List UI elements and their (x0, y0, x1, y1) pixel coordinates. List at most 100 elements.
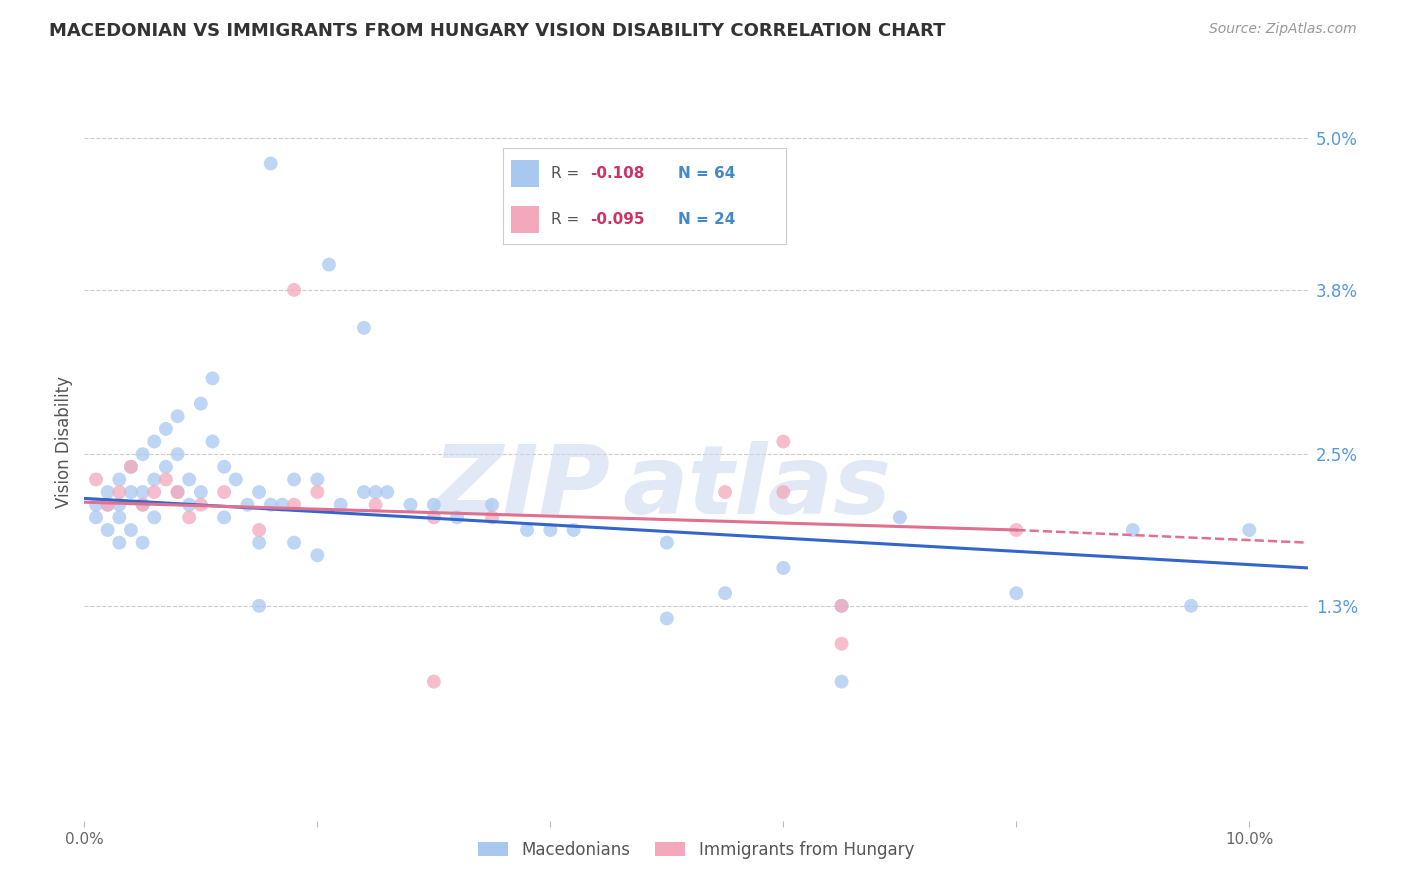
Point (772, 485, 794, 500)
Point (120, 523, 142, 537)
Point (97, 523, 120, 537)
Point (423, 510, 446, 524)
Point (190, 485, 212, 500)
Point (84, 510, 107, 524)
Point (283, 535, 305, 549)
Point (143, 510, 166, 524)
Point (84, 473, 107, 487)
Point (97, 498, 120, 512)
Y-axis label: Vision Disability: Vision Disability (55, 376, 73, 508)
Point (155, 473, 177, 487)
Point (271, 498, 294, 512)
Point (108, 498, 131, 512)
Point (120, 459, 142, 474)
Point (190, 396, 212, 410)
Point (481, 498, 503, 512)
Point (375, 485, 398, 500)
Point (655, 535, 678, 549)
Point (179, 510, 201, 524)
Text: -0.095: -0.095 (591, 212, 645, 227)
Point (307, 485, 329, 500)
Text: MACEDONIAN VS IMMIGRANTS FROM HUNGARY VISION DISABILITY CORRELATION CHART: MACEDONIAN VS IMMIGRANTS FROM HUNGARY VI… (49, 22, 946, 40)
Legend: Macedonians, Immigrants from Hungary: Macedonians, Immigrants from Hungary (471, 834, 921, 865)
Point (260, 156, 283, 170)
Point (562, 523, 585, 537)
Point (212, 510, 235, 524)
Point (329, 498, 352, 512)
Point (131, 498, 153, 512)
Point (307, 548, 329, 563)
Point (247, 535, 270, 549)
Point (247, 523, 270, 537)
Point (423, 674, 446, 689)
Point (166, 409, 188, 424)
Point (831, 599, 853, 613)
Point (353, 485, 375, 500)
Point (831, 637, 853, 651)
Point (318, 258, 340, 272)
Point (179, 473, 201, 487)
Point (97, 485, 120, 500)
Point (1005, 523, 1028, 537)
Point (179, 498, 201, 512)
Point (131, 535, 153, 549)
Point (364, 485, 387, 500)
Point (247, 599, 270, 613)
Point (155, 459, 177, 474)
Point (131, 498, 153, 512)
Point (714, 586, 737, 600)
Point (108, 473, 131, 487)
Point (84, 498, 107, 512)
Point (283, 473, 305, 487)
Point (538, 523, 561, 537)
Point (143, 473, 166, 487)
Point (108, 535, 131, 549)
Point (655, 611, 678, 625)
Point (1005, 586, 1028, 600)
Point (1122, 523, 1144, 537)
Bar (512, 160, 540, 186)
Point (97, 498, 120, 512)
Text: R =: R = (551, 212, 583, 227)
Point (201, 371, 224, 385)
Point (166, 447, 188, 461)
Text: N = 64: N = 64 (678, 166, 735, 181)
Point (166, 485, 188, 500)
Point (283, 498, 305, 512)
Point (212, 485, 235, 500)
Point (131, 485, 153, 500)
Point (772, 561, 794, 575)
Point (260, 498, 283, 512)
Point (155, 422, 177, 436)
Point (166, 485, 188, 500)
Point (831, 674, 853, 689)
Point (307, 473, 329, 487)
Point (423, 498, 446, 512)
Point (399, 498, 422, 512)
Point (131, 447, 153, 461)
Point (143, 485, 166, 500)
Point (190, 498, 212, 512)
Text: ZIP: ZIP (433, 441, 610, 533)
Point (212, 459, 235, 474)
Text: -0.108: -0.108 (591, 166, 645, 181)
Bar (512, 206, 540, 233)
Point (108, 510, 131, 524)
Point (120, 485, 142, 500)
Text: N = 24: N = 24 (678, 212, 735, 227)
Text: R =: R = (551, 166, 583, 181)
Point (120, 459, 142, 474)
Point (283, 283, 305, 297)
Point (364, 498, 387, 512)
Point (1180, 599, 1202, 613)
Point (108, 485, 131, 500)
Point (353, 320, 375, 334)
Point (481, 510, 503, 524)
Point (1239, 523, 1261, 537)
Text: atlas: atlas (623, 441, 891, 533)
Point (143, 434, 166, 449)
Point (446, 510, 468, 524)
Point (225, 473, 247, 487)
Point (714, 485, 737, 500)
Point (236, 498, 259, 512)
